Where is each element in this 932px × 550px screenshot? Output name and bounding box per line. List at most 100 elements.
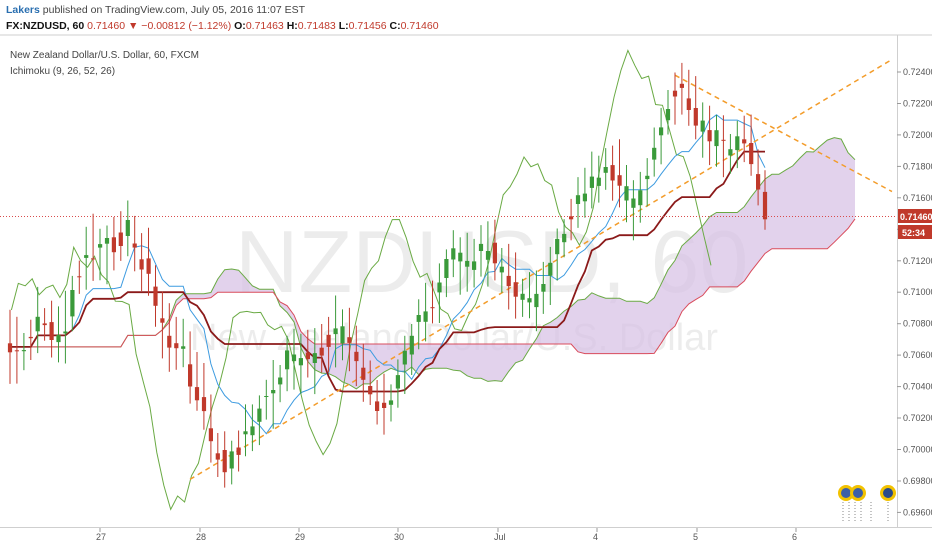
candle-body [368,386,373,395]
candle-body [375,401,380,411]
candle-body [693,108,698,126]
candle-body [382,402,387,408]
price-tick-label: 0.69600 [903,507,932,517]
open-value: 0.71463 [245,20,284,32]
candle-body [617,175,622,186]
candles [7,62,768,488]
candle-body [665,109,671,121]
candle-body [409,335,414,355]
candle-body [118,232,123,246]
symbol-label: FX:NZDUSD, 60 [6,20,85,32]
close-value: 0.71460 [400,20,439,32]
candle-body [229,451,234,469]
time-axis[interactable]: 27 28 29 30 Jul 4 5 6 [96,528,797,542]
symbol-quote-line: FX:NZDUSD, 60 0.71460 ▼ −0.00812 (−1.12%… [6,20,439,32]
candle-body [707,130,712,142]
support-trend-line[interactable] [189,58,893,481]
candle-body [63,331,68,334]
candle-body [472,261,477,270]
candle-body [638,190,643,206]
candle-body [146,258,151,274]
candle-body [91,258,96,260]
candle-body [541,284,546,292]
time-tick-label: 30 [394,532,404,542]
candle-body [465,260,470,267]
candle-body [167,335,172,348]
countdown-badge-text: 52:34 [902,228,925,238]
event-flag-inner-icon [841,488,851,498]
candle-body [125,220,130,236]
candle-body [388,400,394,405]
candle-body [534,293,539,308]
candle-body [672,90,678,97]
candle-body [492,242,497,264]
kijun-sen-line [10,150,765,393]
candle-body [686,98,691,110]
candle-body [174,343,179,349]
candle-body [305,352,310,360]
candle-body [624,186,629,201]
candle-body [14,350,19,352]
candle-body [201,397,207,412]
candle-body [402,350,407,365]
candle-body [527,298,532,303]
candle-body [28,336,33,339]
candle-body [333,328,338,335]
candle-body [423,311,428,322]
candle-body [181,346,186,349]
candle-body [250,426,255,436]
time-tick-label: 29 [295,532,305,542]
candle-body [756,174,761,190]
time-tick-label: 4 [593,532,598,542]
candle-body [451,248,456,260]
candle-body [700,120,705,132]
last-price-badge-text: 0.71460 [900,212,932,222]
candle-body [499,266,504,273]
candle-body [645,175,650,180]
candle-body [215,453,220,460]
author-link[interactable]: Lakers [6,4,40,16]
time-tick-label: 28 [196,532,206,542]
candle-body [728,149,733,156]
open-label: O: [234,20,246,32]
candle-body [153,286,158,306]
candle-body [582,193,587,202]
low-label: L: [338,20,349,32]
senkou-span-b-line [10,218,856,355]
candle-body [236,447,241,455]
close-label: C: [389,20,401,32]
candle-body [361,367,366,380]
countdown-badge [898,225,932,239]
candle-body [35,316,40,332]
time-tick-label: 27 [96,532,106,542]
time-tick-label: Jul [494,532,506,542]
candle-body [762,191,768,220]
candle-body [42,323,47,326]
candle-body [208,428,213,442]
candle-body [437,282,442,293]
candle-body [596,177,601,186]
candle-body [222,450,227,473]
candle-body [458,252,463,262]
candle-body [589,176,594,188]
candle-body [610,165,615,181]
legend-indicator[interactable]: Ichimoku (9, 26, 52, 26) [10,66,115,77]
candle-body [575,195,581,204]
candle-body [714,130,719,147]
trend-lines[interactable] [189,58,893,481]
published-text: published on TradingView.com, July 05, 2… [42,4,306,16]
event-icons[interactable] [838,485,896,522]
candle-body [285,350,290,370]
candle-body [298,358,303,366]
candle-body [84,255,89,258]
candle-body [749,143,754,165]
ichimoku-cloud [10,137,856,390]
high-value: 0.71483 [297,20,336,32]
